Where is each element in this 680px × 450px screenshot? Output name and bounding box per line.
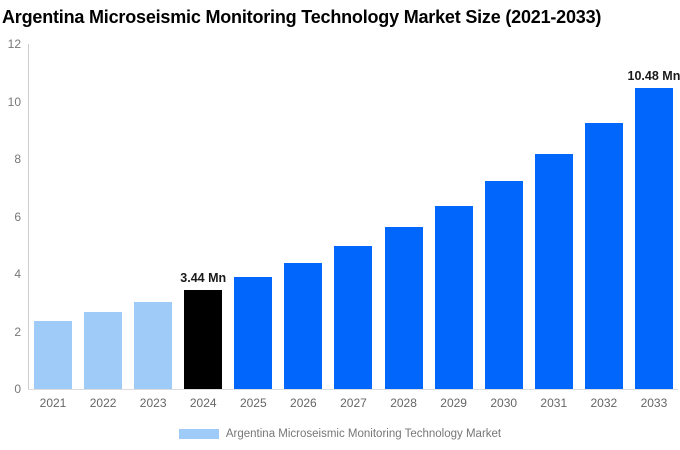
x-tick-label: 2028 — [390, 396, 417, 410]
y-axis-line — [28, 44, 29, 389]
bar-2032: 2032 — [584, 123, 623, 410]
bar-2029: 2029 — [434, 205, 473, 410]
y-tick-label: 6 — [14, 209, 21, 224]
y-tick-label: 8 — [14, 152, 21, 166]
x-tick-label: 2032 — [590, 396, 618, 410]
bar-2022: 2022 — [84, 311, 123, 410]
data-label: 3.44 Mn — [180, 271, 227, 286]
bars: 2021 2022 2023 2024 3.44 Mn 2025 2026 2027 2028 2… — [29, 44, 680, 410]
legend-item[interactable]: Argentina Microseismic Monitoring Techno… — [178, 428, 502, 440]
x-tick-label: 2030 — [490, 396, 518, 410]
bar-2023: 2023 — [134, 301, 173, 410]
y-tick-label: 2 — [14, 324, 21, 339]
x-tick-label: 2023 — [139, 396, 167, 410]
bar-2028: 2028 — [384, 226, 423, 410]
legend-swatch — [178, 429, 219, 439]
y-axis-ticks: 0 2 4 6 8 10 12 — [0, 37, 21, 396]
bar-2025: 2025 — [234, 277, 273, 410]
x-tick-label: 2025 — [239, 396, 267, 410]
x-tick-label: 2021 — [39, 396, 67, 410]
x-tick-label: 2029 — [440, 396, 467, 410]
legend: Argentina Microseismic Monitoring Techno… — [0, 426, 680, 442]
data-label: 10.48 Mn — [627, 68, 680, 83]
bar-2033: 2033 10.48 Mn — [628, 69, 680, 410]
y-tick-label: 10 — [7, 94, 21, 109]
bar-2026: 2026 — [284, 262, 323, 410]
bar-2024: 2024 3.44 Mn — [180, 271, 226, 410]
x-tick-label: 2033 — [640, 396, 668, 410]
y-tick-label: 4 — [14, 267, 21, 281]
legend-label: Argentina Microseismic Monitoring Techno… — [225, 428, 502, 440]
y-tick-label: 0 — [14, 382, 21, 396]
x-tick-label: 2022 — [89, 396, 117, 410]
bar-2031: 2031 — [534, 154, 573, 410]
x-tick-label: 2027 — [340, 396, 367, 410]
bar-2027: 2027 — [334, 245, 373, 410]
chart-title: Argentina Microseismic Monitoring Techno… — [2, 7, 602, 27]
x-tick-label: 2024 — [189, 396, 217, 410]
y-tick-label: 12 — [7, 37, 21, 51]
bar-2021: 2021 — [34, 320, 72, 410]
x-tick-label: 2031 — [540, 396, 568, 410]
bar-2030: 2030 — [484, 181, 523, 410]
x-tick-label: 2026 — [290, 396, 317, 410]
x-axis-line — [28, 389, 678, 390]
